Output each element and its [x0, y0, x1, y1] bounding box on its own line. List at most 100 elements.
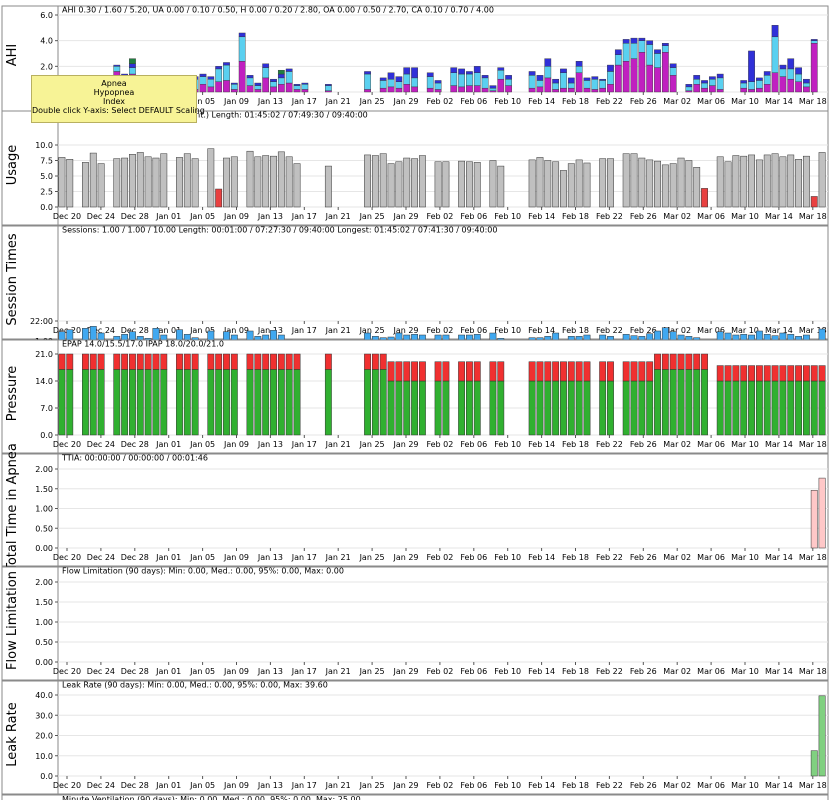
usage-bar [411, 158, 418, 208]
epap-bar [121, 369, 129, 436]
epap-bar [755, 380, 763, 436]
x-tick-label: Jan 13 [257, 440, 283, 449]
y-tick-label: 0.0 [40, 431, 53, 440]
ipap-bar [285, 353, 293, 370]
epap-bar [466, 380, 473, 436]
ahi-bar-obstructive-apnea [614, 54, 622, 66]
bars-leak-rate [810, 695, 826, 777]
ipap-bar [701, 353, 708, 370]
y-tick-label: 2.0 [40, 62, 53, 71]
ahi-bar-hypopnea [481, 87, 489, 93]
x-tick-label: Feb 22 [596, 667, 623, 676]
ahi-bar-clear-airway [238, 32, 246, 38]
bars-pressure [58, 353, 826, 436]
ahi-bar-clear-airway [701, 80, 708, 84]
ipap-bar [230, 353, 238, 370]
epap-bar [567, 380, 575, 436]
x-tick-label: Feb 18 [562, 440, 589, 449]
ahi-bar-hypopnea [497, 78, 505, 93]
ahi-bar-clear-airway [575, 61, 583, 67]
y-tick-label: 2.00 [35, 465, 53, 474]
usage-bar [560, 170, 567, 208]
x-tick-label: Feb 10 [494, 781, 521, 790]
epap-bar [270, 369, 277, 436]
ipap-bar [207, 353, 215, 370]
epap-bar [818, 380, 826, 436]
x-tick-label: Feb 02 [426, 440, 453, 449]
x-tick-label: Jan 13 [257, 667, 283, 676]
x-tick-label: Dec 28 [121, 667, 149, 676]
ipap-bar [748, 365, 755, 382]
epap-bar [771, 380, 779, 436]
x-tick-label: Feb 14 [528, 781, 555, 790]
ahi-bar-hypopnea [567, 87, 575, 93]
epap-bar [176, 369, 183, 436]
ahi-bar-hypopnea [810, 43, 818, 93]
x-tick-label: Dec 24 [87, 553, 115, 562]
y-tick-label: 6.0 [40, 11, 53, 20]
y-tick-label: 1.00 [35, 505, 53, 514]
x-tick-label: Feb 06 [460, 212, 487, 221]
x-tick-label: Jan 05 [189, 781, 215, 790]
ipap-bar [411, 361, 418, 382]
usage-bar [607, 158, 614, 208]
epap-bar [693, 369, 701, 436]
x-tick-label: Mar 10 [731, 97, 759, 106]
ahi-bar-obstructive-apnea [458, 73, 465, 88]
ahi-bar-obstructive-apnea [277, 77, 285, 85]
ipap-bar [638, 361, 646, 382]
ahi-bar-obstructive-apnea [716, 77, 724, 90]
epap-bar [802, 380, 810, 436]
ahi-bar-obstructive-apnea [536, 80, 544, 88]
epap-bar [230, 369, 238, 436]
panel-frame [1, 680, 829, 795]
ipap-bar [724, 365, 732, 382]
ahi-bar-clear-airway [810, 39, 818, 41]
x-tick-label: Dec 28 [121, 326, 149, 335]
x-tick-label: Feb 06 [460, 553, 487, 562]
epap-bar [262, 369, 270, 436]
y-tick-label: 7.0 [40, 404, 53, 413]
usage-bar [387, 163, 395, 208]
ahi-bar-obstructive-apnea [230, 84, 238, 90]
usage-bar [677, 157, 685, 208]
ahi-bar-unclassified-apnea [277, 69, 285, 75]
x-tick-label: Mar 06 [697, 97, 725, 106]
epap-bar [716, 380, 724, 436]
epap-bar [677, 369, 685, 436]
x-tick-label: Mar 18 [799, 97, 827, 106]
ipap-bar [740, 365, 748, 382]
epap-bar [113, 369, 121, 436]
ahi-bar-hypopnea [803, 86, 810, 93]
x-tick-label: Jan 01 [155, 553, 181, 562]
ipap-bar [97, 353, 105, 370]
usage-bar [685, 160, 693, 208]
ahi-bar-obstructive-apnea [481, 77, 489, 89]
usage-bar [191, 158, 199, 208]
ahi-bar-obstructive-apnea [748, 81, 755, 90]
ahi-bar-clear-airway [285, 68, 293, 72]
x-tick-label: Mar 10 [731, 212, 759, 221]
y-tick-label: 2.5 [40, 188, 53, 197]
x-tick-label: Dec 20 [53, 781, 81, 790]
ipap-bar [654, 353, 661, 370]
ahi-bar-obstructive-apnea [207, 78, 215, 88]
usage-bar [371, 155, 379, 208]
x-tick-label: Jan 29 [392, 326, 418, 335]
epap-bar [66, 369, 74, 436]
leak-rate-bar [818, 695, 826, 777]
x-tick-label: Jan 01 [155, 440, 181, 449]
usage-bar [246, 150, 254, 208]
epap-bar [458, 380, 466, 436]
x-tick-label: Feb 18 [562, 97, 589, 106]
panel-header: TTIA: 00:00:00 / 00:00:00 / 00:01:46 [61, 454, 208, 463]
x-tick-label: Feb 14 [528, 553, 555, 562]
ahi-bar-clear-airway [716, 73, 724, 79]
ipap-bar [575, 361, 583, 382]
y-tick-label: 0.0 [40, 772, 53, 781]
ahi-bar-obstructive-apnea [254, 85, 262, 90]
x-tick-label: Jan 17 [291, 440, 317, 449]
x-tick-label: Mar 02 [663, 97, 691, 106]
ipap-bar [246, 353, 254, 370]
usage-bar [58, 157, 66, 208]
